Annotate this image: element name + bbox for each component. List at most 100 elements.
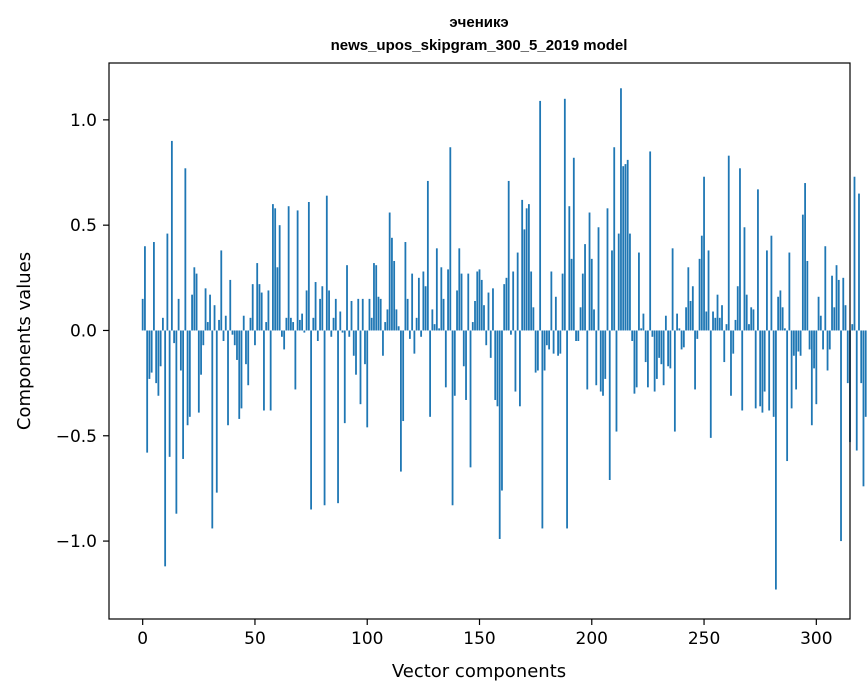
y-tick-label: 0.5 <box>70 216 97 236</box>
bar-269 <box>745 294 748 331</box>
bar-126 <box>424 286 427 331</box>
bar-321 <box>862 330 865 487</box>
bar-66 <box>289 317 292 331</box>
bar-153 <box>485 330 488 346</box>
bar-159 <box>498 330 501 539</box>
bar-316 <box>851 324 854 331</box>
bar-243 <box>687 267 690 331</box>
bar-259 <box>723 330 726 363</box>
bar-221 <box>638 252 640 331</box>
bar-229 <box>655 330 658 379</box>
bar-113 <box>395 309 398 331</box>
bar-215 <box>624 164 627 331</box>
bar-41 <box>233 330 236 346</box>
bar-307 <box>831 275 833 331</box>
bar-109 <box>386 309 389 331</box>
bar-225 <box>647 330 649 388</box>
bar-154 <box>487 292 490 331</box>
bar-271 <box>750 307 753 331</box>
bar-244 <box>689 300 692 331</box>
bar-162 <box>505 277 508 331</box>
bar-72 <box>303 330 306 333</box>
bar-97 <box>359 330 362 405</box>
bar-87 <box>337 330 339 504</box>
y-tick-label: −1.0 <box>56 532 97 552</box>
bar-304 <box>824 246 827 331</box>
bar-197 <box>584 244 586 331</box>
x-axis-ticks: 0 50 100 150 200 250 300 <box>137 619 833 649</box>
bar-114 <box>397 326 400 331</box>
bar-75 <box>310 330 312 510</box>
bar-116 <box>402 330 405 422</box>
bar-222 <box>640 328 643 331</box>
bar-104 <box>375 265 378 331</box>
bar-99 <box>364 330 366 365</box>
bar-299 <box>813 330 815 369</box>
bar-144 <box>465 330 467 400</box>
bar-19 <box>184 168 187 331</box>
bar-157 <box>494 330 497 400</box>
bar-228 <box>653 330 656 392</box>
bar-121 <box>413 330 416 354</box>
bar-69 <box>296 210 299 331</box>
bar-186 <box>559 330 562 354</box>
bar-230 <box>658 330 661 358</box>
bar-125 <box>422 271 425 331</box>
bar-71 <box>301 313 304 331</box>
bar-169 <box>521 199 524 331</box>
bar-280 <box>770 235 773 331</box>
bar-130 <box>433 324 436 331</box>
bar-188 <box>563 98 566 331</box>
bar-60 <box>276 267 279 331</box>
plot-frame <box>108 62 851 620</box>
bar-277 <box>763 330 766 392</box>
bar-140 <box>456 290 458 331</box>
bar-94 <box>352 330 355 356</box>
bar-195 <box>579 307 582 331</box>
bar-31 <box>211 330 214 529</box>
bar-253 <box>709 330 712 438</box>
bar-25 <box>197 330 200 413</box>
x-tick-label: 150 <box>463 629 495 649</box>
bar-279 <box>768 330 771 411</box>
bar-240 <box>680 330 683 350</box>
bar-123 <box>417 277 420 331</box>
bar-82 <box>325 195 328 331</box>
chart-title-line-1: эченикэ <box>449 14 508 31</box>
bar-46 <box>245 330 247 365</box>
bar-322 <box>864 330 867 417</box>
bar-264 <box>734 319 737 331</box>
bar-193 <box>575 330 577 341</box>
bar-205 <box>602 330 604 396</box>
bar-103 <box>373 263 375 331</box>
bar-12 <box>168 330 171 457</box>
bar-118 <box>406 298 409 331</box>
bar-198 <box>586 330 589 390</box>
bar-298 <box>810 330 813 426</box>
bar-245 <box>691 286 694 331</box>
bar-312 <box>842 277 845 331</box>
bar-273 <box>754 330 757 409</box>
bar-251 <box>705 311 708 331</box>
bar-262 <box>730 330 732 396</box>
bar-261 <box>727 155 730 331</box>
bar-53 <box>260 292 263 331</box>
bar-227 <box>651 330 654 337</box>
bar-164 <box>510 330 512 335</box>
bar-100 <box>366 330 369 428</box>
bar-115 <box>400 330 402 472</box>
bar-150 <box>478 269 481 331</box>
bar-0 <box>141 298 144 331</box>
bar-14 <box>173 330 176 344</box>
bar-292 <box>797 330 800 352</box>
bar-83 <box>328 290 330 331</box>
bar-26 <box>200 330 202 375</box>
bar-224 <box>644 330 647 363</box>
bar-111 <box>391 237 393 331</box>
bar-78 <box>316 330 319 341</box>
bar-194 <box>577 330 580 341</box>
bar-6 <box>155 330 158 384</box>
bar-309 <box>835 265 838 331</box>
bar-64 <box>285 317 288 331</box>
